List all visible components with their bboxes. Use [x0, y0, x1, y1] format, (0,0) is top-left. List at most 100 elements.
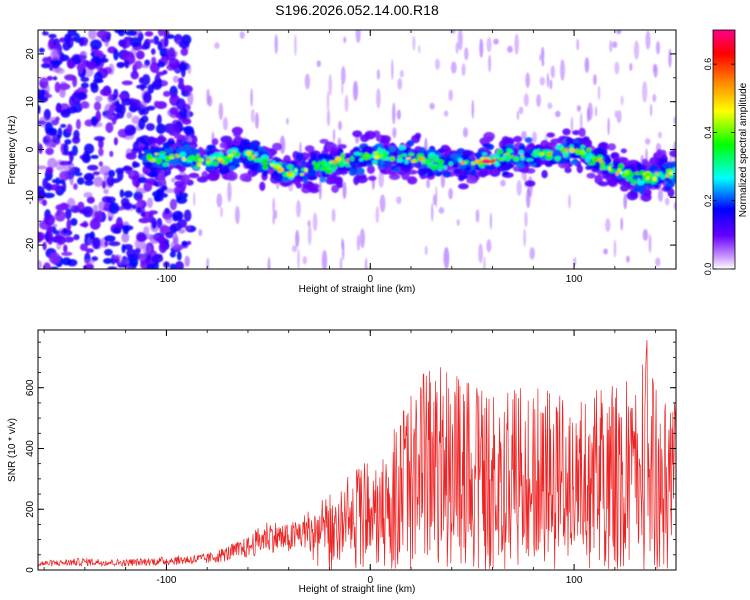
- heatmap-cell: [178, 40, 190, 49]
- heatmap-cell: [518, 106, 524, 115]
- heatmap-cell: [486, 143, 495, 151]
- heatmap-cell: [124, 124, 136, 136]
- heatmap-cell: [83, 259, 95, 265]
- heatmap-cell: [143, 91, 152, 104]
- y-tick-label: -20: [25, 237, 36, 252]
- heatmap-cell: [300, 172, 304, 177]
- heatmap-cell: [52, 48, 61, 59]
- heatmap-cell: [635, 162, 642, 168]
- heatmap-cell: [187, 91, 194, 106]
- heatmap-cell: [150, 158, 156, 163]
- heatmap-cell: [60, 123, 67, 128]
- heatmap-cell: [456, 219, 460, 226]
- spectrogram-ylabel: Frequency (Hz): [7, 116, 18, 185]
- heatmap-cell: [54, 210, 66, 222]
- heatmap-cell: [79, 222, 89, 227]
- heatmap-cell: [90, 116, 98, 126]
- heatmap-cell: [642, 178, 649, 182]
- heatmap-cell: [38, 165, 47, 170]
- heatmap-cell: [180, 47, 189, 57]
- heatmap-cell: [296, 200, 301, 218]
- heatmap-cell: [176, 251, 182, 261]
- heatmap-cell: [356, 234, 360, 251]
- heatmap-cell: [536, 148, 541, 154]
- heatmap-cell: [591, 156, 599, 163]
- heatmap-cell: [478, 243, 483, 264]
- heatmap-cell: [647, 172, 654, 177]
- heatmap-cell: [302, 256, 307, 265]
- heatmap-cell: [272, 164, 279, 168]
- heatmap-cell: [130, 70, 139, 80]
- heatmap-cell: [48, 33, 57, 39]
- heatmap-cell: [634, 171, 641, 176]
- heatmap-cell: [438, 207, 445, 214]
- heatmap-cell: [442, 170, 452, 178]
- heatmap-cell: [45, 232, 50, 243]
- heatmap-cell: [642, 229, 649, 241]
- heatmap-cell: [123, 190, 133, 198]
- heatmap-cell: [629, 62, 633, 71]
- heatmap-cell: [525, 158, 534, 162]
- heatmap-cell: [304, 145, 315, 153]
- heatmap-cell: [336, 182, 343, 189]
- heatmap-cell: [66, 123, 73, 134]
- heatmap-cell: [644, 170, 651, 174]
- heatmap-cell: [565, 148, 569, 153]
- heatmap-cell: [106, 176, 115, 187]
- x-tick-label: -100: [156, 575, 176, 586]
- heatmap-cell: [112, 254, 122, 259]
- heatmap-cell: [418, 156, 423, 161]
- colorbar-tick-label: 0.6: [703, 58, 713, 71]
- heatmap-cell: [81, 153, 91, 164]
- heatmap-cell: [339, 257, 343, 269]
- heatmap-cell: [389, 156, 396, 162]
- heatmap-cell: [507, 149, 514, 154]
- heatmap-cell: [338, 120, 342, 131]
- heatmap-cell: [613, 239, 617, 258]
- heatmap-cell: [304, 168, 308, 173]
- heatmap-cell: [170, 177, 176, 183]
- heatmap-cell: [146, 263, 154, 269]
- heatmap-cell: [149, 234, 161, 244]
- heatmap-cell: [582, 136, 590, 142]
- heatmap-cell: [249, 143, 258, 148]
- heatmap-cell: [364, 257, 368, 269]
- heatmap-cell: [157, 41, 163, 51]
- heatmap-cell: [54, 81, 61, 93]
- heatmap-cell: [469, 169, 477, 177]
- heatmap-cell: [217, 157, 223, 161]
- heatmap-cell: [115, 217, 123, 229]
- heatmap-cell: [44, 122, 53, 134]
- heatmap-cell: [239, 31, 245, 39]
- heatmap-cell: [137, 176, 148, 184]
- heatmap-cell: [669, 149, 676, 158]
- heatmap-cell: [86, 174, 94, 180]
- heatmap-cell: [49, 252, 61, 265]
- spectrogram-x-ticks: -100 0 100: [43, 30, 657, 285]
- heatmap-cell: [169, 106, 179, 115]
- heatmap-cell: [59, 160, 71, 166]
- heatmap-cell: [405, 157, 412, 160]
- heatmap-cell: [114, 104, 123, 113]
- heatmap-cell: [585, 165, 593, 170]
- heatmap-cell: [672, 167, 676, 173]
- figure-title: S196.2026.052.14.00.R18: [275, 2, 439, 18]
- heatmap-cell: [306, 172, 316, 177]
- heatmap-cell: [568, 194, 571, 209]
- heatmap-cell: [109, 104, 117, 111]
- heatmap-cell: [125, 152, 137, 160]
- heatmap-cell: [361, 155, 370, 161]
- heatmap-cell: [126, 112, 133, 119]
- y-tick-label: -10: [25, 190, 36, 205]
- heatmap-cell: [261, 158, 269, 162]
- heatmap-cell: [157, 78, 162, 84]
- heatmap-cell: [475, 209, 480, 223]
- heatmap-cell: [462, 127, 469, 138]
- heatmap-cell: [644, 138, 651, 145]
- heatmap-cell: [83, 265, 88, 269]
- heatmap-cell: [549, 79, 553, 90]
- heatmap-cell: [148, 170, 159, 178]
- heatmap-cell: [170, 241, 180, 250]
- heatmap-cell: [562, 128, 571, 136]
- heatmap-cell: [193, 165, 200, 170]
